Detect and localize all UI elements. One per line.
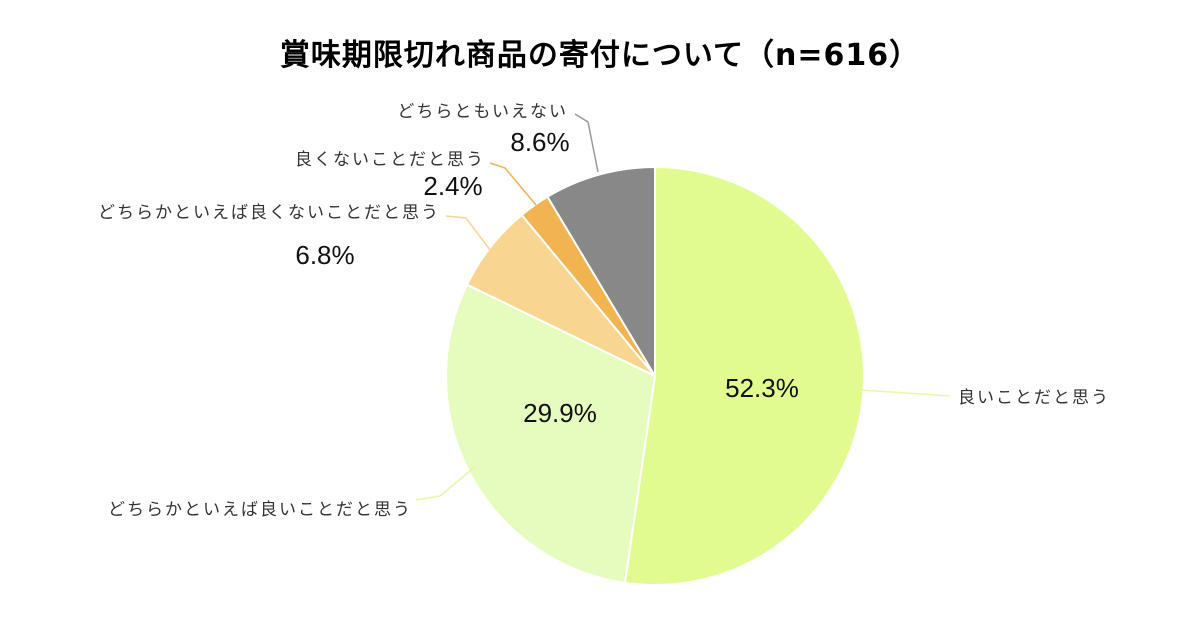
slice-5-leader-line	[574, 113, 599, 173]
slice-2-value-label: 29.9%	[523, 398, 597, 428]
slice-3-category-label: どちらかといえば良くないことだと思う	[98, 203, 440, 223]
slice-4-category-label: 良くないことだと思う	[295, 150, 485, 170]
slice-5-category-label: どちらともいえない	[397, 102, 568, 122]
slice-2	[445, 283, 657, 584]
slice-5-value-label: 8.6%	[510, 127, 569, 157]
slice-4-leader-line	[489, 162, 537, 206]
slice-4-value-label: 2.4%	[423, 171, 482, 201]
slice-3-value-label: 6.8%	[295, 240, 354, 270]
chart-title: 賞味期限切れ商品の寄付について（n=616）	[279, 38, 921, 73]
slice-2-category-label: どちらかといえば良いことだと思う	[108, 500, 412, 520]
slice-2-leader-line	[415, 465, 477, 501]
slice-1-value-label: 52.3%	[725, 373, 799, 403]
slice-3-leader-line	[445, 215, 491, 251]
slice-1-category-label: 良いことだと思う	[958, 388, 1110, 408]
slice-1-leader-line	[860, 389, 951, 397]
slice-1	[623, 165, 865, 586]
slice-5	[546, 165, 656, 380]
